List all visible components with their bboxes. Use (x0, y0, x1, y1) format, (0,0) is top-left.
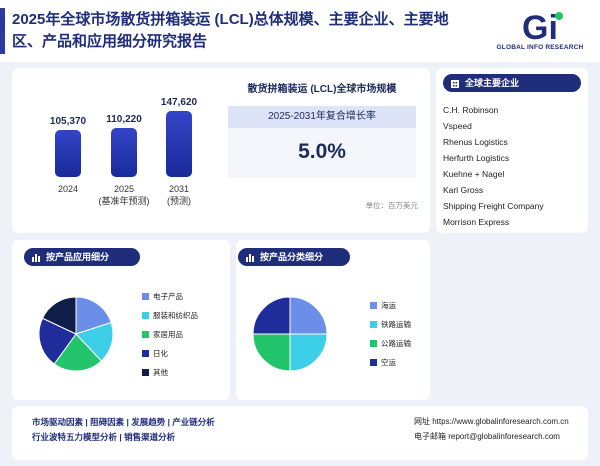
application-pie-chart (38, 296, 114, 372)
companies-panel (436, 68, 588, 233)
footer-links-row1: 市场驱动因素 | 阻碍因素 | 发展趋势 | 产业链分析 (32, 417, 215, 427)
bar-2025 (111, 127, 137, 177)
application-header: 按产品应用细分 (24, 248, 140, 266)
legend-swatch (370, 321, 377, 328)
company-item: Herfurth Logistics (443, 153, 510, 163)
bar-2024 (55, 129, 81, 177)
companies-header: 全球主要企业 (443, 74, 581, 92)
bar-value-label: 105,370 (49, 115, 87, 127)
logo-text: GLOBAL INFO RESEARCH (496, 44, 584, 51)
legend-swatch (370, 302, 377, 309)
unit-label: 单位：百万美元 (365, 201, 419, 210)
header-accent-bar (0, 8, 5, 54)
legend-item: 公路运输 (370, 339, 411, 349)
product-type-pie-chart (252, 296, 328, 372)
legend-label: 家居用品 (153, 330, 183, 339)
legend-swatch (370, 359, 377, 366)
legend-item: 空运 (370, 358, 396, 368)
legend-label: 电子产品 (153, 292, 183, 301)
legend-swatch (142, 350, 149, 357)
footer-website[interactable]: 网址 https://www.globalinforesearch.com.cn (414, 417, 569, 426)
pie-slice (53, 333, 103, 372)
legend-label: 公路运输 (381, 339, 411, 348)
legend-label: 日化 (153, 349, 168, 358)
legend-item: 铁路运输 (370, 320, 411, 330)
header: 2025年全球市场散货拼箱装运 (LCL)总体规模、主要企业、主要地区、产品和应… (0, 0, 600, 62)
footer-email[interactable]: 电子邮箱 report@globalinforesearch.com (414, 432, 560, 441)
logo-icon: Gi (522, 9, 563, 47)
page-title: 2025年全球市场散货拼箱装运 (LCL)总体规模、主要企业、主要地区、产品和应… (12, 11, 449, 50)
legend-item: 家居用品 (142, 330, 183, 340)
pie-slice (41, 296, 77, 335)
pie-slice (252, 333, 291, 372)
chart-icon (32, 254, 40, 262)
legend-label: 服装和纺织品 (153, 311, 198, 320)
footer-panel (12, 406, 588, 460)
legend-swatch (370, 340, 377, 347)
legend-item: 电子产品 (142, 292, 183, 302)
product-type-title: 按产品分类细分 (260, 252, 324, 262)
pie-slice (252, 296, 291, 335)
legend-swatch (142, 331, 149, 338)
bar-year-label: 2025 (113, 184, 135, 194)
bar-2031 (166, 111, 192, 177)
legend-label: 空运 (381, 358, 396, 367)
cagr-value-box (228, 128, 416, 178)
legend-item: 海运 (370, 301, 396, 311)
chart-icon (246, 254, 254, 262)
footer-links-row2: 行业波特五力模型分析 | 销售渠道分析 (32, 432, 176, 442)
companies-title: 全球主要企业 (465, 78, 520, 88)
bar-year-label: 2031 (168, 184, 190, 194)
company-logo: Gi GLOBAL INFO RESEARCH (490, 8, 590, 56)
pie-slice (75, 321, 114, 362)
market-chart-title: 散货拼箱装运 (LCL)全球市场规模 (247, 84, 397, 95)
legend-item: 服装和纺织品 (142, 311, 198, 321)
company-item: Shipping Freight Company (443, 201, 544, 211)
application-title: 按产品应用细分 (46, 252, 110, 262)
bar-year-label: 2024 (57, 184, 79, 194)
cagr-label: 2025-2031年复合增长率 (228, 106, 416, 128)
bar-sub-label: (基准年预测) (98, 196, 150, 206)
pie-slice (75, 296, 112, 335)
company-item: Kuehne + Nagel (443, 169, 505, 179)
company-item: C.H. Robinson (443, 105, 499, 115)
pie-slice (289, 333, 328, 372)
bar-sub-label: (预测) (167, 196, 191, 206)
product-type-header: 按产品分类细分 (238, 248, 350, 266)
company-item: Morrison Express (443, 217, 510, 227)
legend-item: 其他 (142, 368, 168, 378)
company-item: Vspeed (443, 121, 472, 131)
legend-label: 铁路运输 (381, 320, 411, 329)
legend-item: 日化 (142, 349, 168, 359)
legend-label: 海运 (381, 301, 396, 310)
logo-letters: Gi (522, 9, 558, 44)
legend-swatch (142, 312, 149, 319)
bar-value-label: 110,220 (106, 113, 142, 125)
cagr-value: 5.0% (298, 140, 346, 163)
legend-swatch (142, 369, 149, 376)
bar-value-label: 147,620 (160, 97, 198, 108)
company-item: Karl Gross (443, 185, 484, 195)
legend-label: 其他 (153, 368, 168, 377)
building-icon (451, 80, 459, 88)
company-item: Rhenus Logistics (443, 137, 508, 147)
legend-swatch (142, 293, 149, 300)
pie-slice (289, 296, 328, 335)
